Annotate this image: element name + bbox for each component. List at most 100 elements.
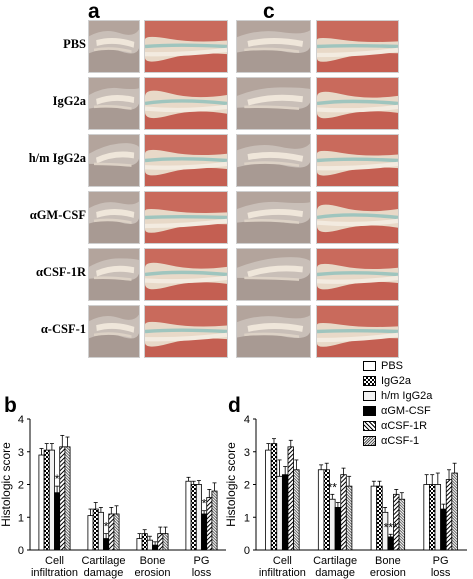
y-tick-label: 1 bbox=[244, 512, 250, 524]
micrograph-tile bbox=[236, 77, 311, 130]
legend-item: PBS bbox=[363, 359, 471, 373]
legend-label: h/m IgG2a bbox=[381, 390, 433, 402]
panel-label-b: b bbox=[4, 394, 17, 417]
panel-label-c: c bbox=[263, 0, 275, 23]
bar bbox=[152, 544, 159, 551]
bar bbox=[97, 511, 104, 551]
y-tick-label: 1 bbox=[18, 512, 24, 524]
bar bbox=[440, 508, 447, 551]
bar bbox=[281, 474, 289, 551]
legend-item: αCSF-1 bbox=[363, 434, 471, 448]
bar bbox=[206, 497, 213, 551]
y-tick-label: 2 bbox=[244, 480, 250, 492]
bar bbox=[92, 508, 99, 551]
significance-star: * bbox=[104, 520, 109, 534]
category-label: damage bbox=[84, 567, 124, 579]
bar bbox=[345, 485, 353, 551]
category-label: Cell bbox=[45, 555, 64, 567]
bar bbox=[185, 480, 192, 551]
bar bbox=[108, 513, 115, 551]
y-tick-label: 3 bbox=[18, 447, 24, 459]
micrograph-tile bbox=[144, 248, 228, 301]
bar bbox=[211, 490, 218, 551]
legend: PBS IgG2a h/m IgG2a αGM-CSF αCSF-1R αCSF… bbox=[363, 359, 471, 449]
row-label: IgG2a bbox=[52, 94, 86, 108]
legend-item: αCSF-1R bbox=[363, 419, 471, 433]
y-tick-label: 4 bbox=[244, 414, 250, 426]
row-label: PBS bbox=[63, 37, 86, 51]
bar bbox=[287, 446, 294, 551]
panel-label-d: d bbox=[228, 394, 241, 417]
category-label: loss bbox=[192, 567, 212, 579]
legend-item: h/m IgG2a bbox=[363, 389, 471, 403]
bar bbox=[340, 474, 347, 551]
bar bbox=[38, 454, 45, 551]
micrograph-tile bbox=[236, 305, 311, 358]
y-tick-label: 0 bbox=[18, 545, 24, 557]
bar bbox=[376, 485, 383, 551]
significance-star: * bbox=[202, 497, 207, 511]
legend-label: IgG2a bbox=[381, 375, 411, 387]
micrograph-tile bbox=[236, 191, 311, 244]
bar bbox=[201, 513, 208, 551]
bar bbox=[136, 538, 143, 551]
bar bbox=[293, 469, 300, 551]
y-tick-label: 0 bbox=[244, 545, 250, 557]
bar bbox=[276, 475, 283, 551]
bar bbox=[157, 533, 164, 551]
y-axis-label: Histologic score bbox=[225, 442, 238, 527]
micrograph-tile bbox=[144, 20, 228, 73]
micrograph-tile bbox=[88, 248, 140, 301]
bar bbox=[451, 472, 458, 551]
bar bbox=[445, 479, 453, 551]
bar bbox=[398, 498, 406, 551]
significance-star: *** bbox=[384, 520, 398, 534]
legend-item: IgG2a bbox=[363, 374, 471, 388]
bar bbox=[334, 507, 342, 551]
category-label: Bone bbox=[375, 555, 401, 567]
bar bbox=[59, 446, 66, 551]
bar bbox=[270, 443, 278, 551]
row-label: α-CSF-1 bbox=[40, 322, 86, 336]
category-label: infiltration bbox=[259, 567, 306, 579]
y-tick-label: 2 bbox=[18, 480, 24, 492]
legend-label: αCSF-1 bbox=[381, 435, 420, 447]
bar bbox=[265, 449, 272, 551]
category-label: Cartilage bbox=[313, 555, 357, 567]
bar bbox=[103, 538, 110, 551]
micrograph-tile bbox=[316, 20, 399, 73]
category-label: Cell bbox=[273, 555, 292, 567]
legend-swatch bbox=[363, 361, 376, 371]
y-axis-label: Histologic score bbox=[0, 442, 13, 527]
micrograph-tile bbox=[236, 20, 311, 73]
bar bbox=[381, 511, 389, 551]
bar bbox=[87, 515, 94, 551]
legend-swatch bbox=[363, 421, 376, 431]
category-label: PG bbox=[433, 555, 449, 567]
micrograph-tile bbox=[88, 305, 140, 358]
row-label: αCSF-1R bbox=[35, 265, 86, 279]
bar bbox=[434, 484, 442, 551]
y-tick-label: 4 bbox=[18, 414, 24, 426]
category-label: damage bbox=[315, 567, 355, 579]
micrograph-tile bbox=[88, 134, 140, 187]
legend-swatch bbox=[363, 376, 376, 386]
bar bbox=[387, 536, 394, 551]
category-label: erosion bbox=[134, 567, 170, 579]
category-label: Cartilage bbox=[81, 555, 125, 567]
legend-label: αGM-CSF bbox=[381, 405, 431, 417]
micrograph-tile bbox=[144, 305, 228, 358]
row-label: h/m IgG2a bbox=[28, 151, 86, 165]
micrograph-tile bbox=[236, 134, 311, 187]
bar bbox=[370, 485, 378, 551]
category-label: Bone bbox=[140, 555, 166, 567]
micrograph-tile bbox=[144, 134, 228, 187]
legend-label: PBS bbox=[381, 360, 404, 372]
bar bbox=[48, 449, 55, 551]
bar bbox=[141, 533, 148, 551]
category-label: erosion bbox=[370, 567, 406, 579]
micrograph-tile bbox=[316, 191, 399, 244]
micrograph-tile bbox=[144, 191, 228, 244]
legend-item: αGM-CSF bbox=[363, 404, 471, 418]
y-tick-label: 3 bbox=[244, 447, 250, 459]
